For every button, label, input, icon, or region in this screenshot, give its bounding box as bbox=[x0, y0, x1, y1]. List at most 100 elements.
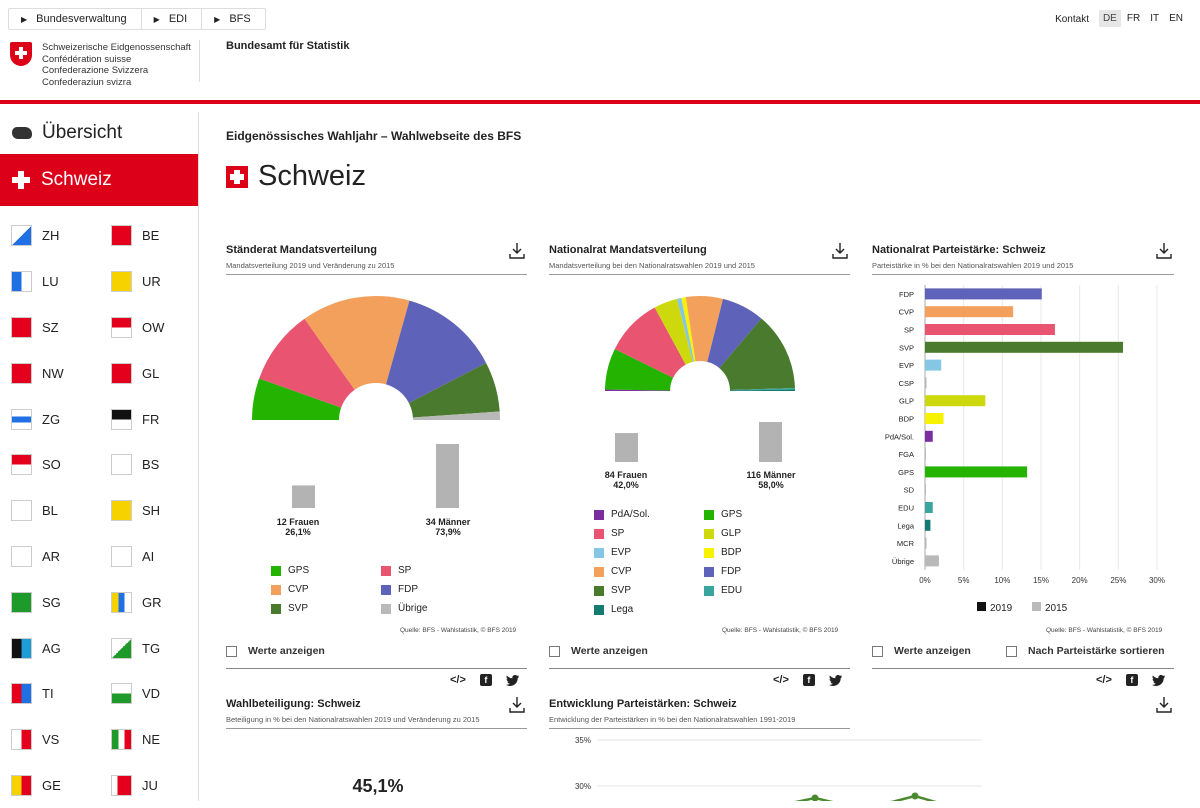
lang-it[interactable]: IT bbox=[1150, 13, 1160, 24]
bar-bdp[interactable] bbox=[925, 413, 944, 424]
download-icon[interactable] bbox=[1156, 242, 1172, 260]
facebook-icon[interactable]: f bbox=[479, 674, 492, 686]
sidebar-item-ne[interactable]: NE bbox=[100, 717, 198, 763]
sr-slice-sp[interactable] bbox=[259, 318, 355, 408]
bar-gps[interactable] bbox=[925, 466, 1028, 478]
nr-men-bar[interactable] bbox=[759, 422, 782, 462]
sr-slice-fdp[interactable] bbox=[385, 300, 487, 403]
embed-icon[interactable]: </> bbox=[1096, 674, 1112, 686]
sr-legend: GPS SP CVP FDP SVP Übrige bbox=[271, 561, 481, 618]
nr-slice-lega[interactable] bbox=[729, 389, 795, 391]
bar-svp[interactable] bbox=[925, 341, 1123, 353]
sidebar-item-ar[interactable]: AR bbox=[0, 534, 100, 580]
lang-en[interactable]: EN bbox=[1169, 13, 1183, 24]
sidebar-item-sh[interactable]: SH bbox=[100, 488, 198, 534]
bar-edu[interactable] bbox=[925, 502, 933, 513]
checkbox-box[interactable] bbox=[872, 645, 883, 657]
sidebar-item-zh[interactable]: ZH bbox=[0, 213, 100, 259]
sidebar-item-ur[interactable]: UR bbox=[100, 259, 198, 305]
breadcrumb-item-bundesverwaltung[interactable]: ▶ Bundesverwaltung bbox=[9, 9, 142, 29]
nav-overview[interactable]: Übersicht bbox=[0, 112, 198, 154]
bar-cvp[interactable] bbox=[925, 306, 1014, 318]
sidebar-item-ti[interactable]: TI bbox=[0, 671, 100, 717]
sidebar-item-nw[interactable]: NW bbox=[0, 350, 100, 396]
sidebar-item-ow[interactable]: OW bbox=[100, 305, 198, 351]
ps-sort-checkbox[interactable]: Nach Parteistärke sortieren bbox=[1006, 645, 1165, 657]
contact-link[interactable]: Kontakt bbox=[1055, 14, 1089, 25]
sidebar-item-lu[interactable]: LU bbox=[0, 259, 100, 305]
bar-mcr[interactable] bbox=[925, 537, 927, 549]
embed-icon[interactable]: </> bbox=[450, 674, 466, 686]
download-icon[interactable] bbox=[509, 696, 525, 714]
sidebar-item-ge[interactable]: GE bbox=[0, 763, 100, 808]
download-icon[interactable] bbox=[509, 242, 525, 260]
nr-slice-glp[interactable] bbox=[654, 298, 693, 365]
sidebar-item-ag[interactable]: AG bbox=[0, 625, 100, 671]
twitter-icon[interactable] bbox=[828, 674, 842, 686]
facebook-icon[interactable]: f bbox=[802, 674, 815, 686]
bar-evp[interactable] bbox=[925, 359, 942, 371]
sr-slice-svp[interactable] bbox=[408, 362, 500, 418]
twitter-icon[interactable] bbox=[505, 674, 519, 686]
ps-show-values-checkbox[interactable]: Werte anzeigen bbox=[872, 645, 971, 657]
breadcrumb-item-bfs[interactable]: ▶ BFS bbox=[214, 13, 251, 25]
nr-legend-item: GPS bbox=[704, 505, 804, 524]
nr-slice-fdp[interactable] bbox=[707, 298, 762, 369]
bar-lega[interactable] bbox=[925, 519, 931, 531]
series-point[interactable] bbox=[811, 794, 819, 802]
nr-slice-gps[interactable] bbox=[605, 349, 674, 391]
nr-slice-edu[interactable] bbox=[729, 388, 795, 391]
breadcrumb-item-edi[interactable]: ▶ EDI bbox=[142, 9, 203, 29]
nr-slice-evp[interactable] bbox=[676, 297, 695, 362]
embed-icon[interactable]: </> bbox=[773, 674, 789, 686]
sidebar-item-zg[interactable]: ZG bbox=[0, 396, 100, 442]
bar-csp[interactable] bbox=[925, 377, 927, 389]
checkbox-box[interactable] bbox=[226, 645, 237, 657]
sidebar-item-be[interactable]: BE bbox=[100, 213, 198, 259]
sidebar-item-bs[interactable]: BS bbox=[100, 442, 198, 488]
sidebar-item-ai[interactable]: AI bbox=[100, 534, 198, 580]
series-point[interactable] bbox=[911, 792, 919, 800]
bar-sd[interactable] bbox=[925, 484, 926, 496]
sidebar-item-so[interactable]: SO bbox=[0, 442, 100, 488]
bar-glp[interactable] bbox=[925, 395, 986, 407]
sidebar-item-fr[interactable]: FR bbox=[100, 396, 198, 442]
bar-pdasol[interactable] bbox=[925, 430, 933, 442]
sidebar-item-gr[interactable]: GR bbox=[100, 579, 198, 625]
download-icon[interactable] bbox=[832, 242, 848, 260]
sidebar-item-vd[interactable]: VD bbox=[100, 671, 198, 717]
download-icon[interactable] bbox=[1156, 696, 1172, 714]
sr-slice-cvp[interactable] bbox=[304, 296, 410, 390]
sr-men-bar[interactable] bbox=[436, 444, 459, 508]
sidebar-item-bl[interactable]: BL bbox=[0, 488, 100, 534]
bar-sp[interactable] bbox=[925, 324, 1055, 335]
sr-women-bar[interactable] bbox=[292, 485, 315, 508]
nr-slice-bdp[interactable] bbox=[681, 297, 696, 362]
nr-slice-pdasol[interactable] bbox=[605, 389, 671, 391]
nr-slice-sp[interactable] bbox=[614, 307, 686, 378]
checkbox-box[interactable] bbox=[1006, 645, 1017, 657]
bar-fga[interactable] bbox=[925, 448, 926, 460]
sidebar-item-gl[interactable]: GL bbox=[100, 350, 198, 396]
sidebar-item-vs[interactable]: VS bbox=[0, 717, 100, 763]
nav-schweiz[interactable]: Schweiz bbox=[0, 154, 198, 206]
sidebar-item-ju[interactable]: JU bbox=[100, 763, 198, 808]
sidebar-item-sz[interactable]: SZ bbox=[0, 305, 100, 351]
nr-women-bar[interactable] bbox=[615, 433, 638, 462]
federal-logo[interactable]: Schweizerische Eidgenossenschaft Confédé… bbox=[10, 42, 191, 88]
facebook-icon[interactable]: f bbox=[1125, 674, 1138, 686]
twitter-icon[interactable] bbox=[1151, 674, 1165, 686]
lang-de[interactable]: DE bbox=[1098, 10, 1121, 27]
checkbox-box[interactable] bbox=[549, 645, 560, 657]
bar-übrige[interactable] bbox=[925, 555, 939, 567]
sr-slice-gps[interactable] bbox=[252, 378, 342, 420]
nr-show-values-checkbox[interactable]: Werte anzeigen bbox=[549, 645, 648, 657]
sr-slice-übrige[interactable] bbox=[412, 411, 500, 420]
sidebar-item-sg[interactable]: SG bbox=[0, 579, 100, 625]
nr-slice-cvp[interactable] bbox=[685, 296, 724, 362]
sidebar-item-tg[interactable]: TG bbox=[100, 625, 198, 671]
sr-show-values-checkbox[interactable]: Werte anzeigen bbox=[226, 645, 325, 657]
lang-fr[interactable]: FR bbox=[1126, 13, 1141, 24]
nr-slice-svp[interactable] bbox=[719, 318, 795, 391]
bar-fdp[interactable] bbox=[925, 288, 1042, 300]
